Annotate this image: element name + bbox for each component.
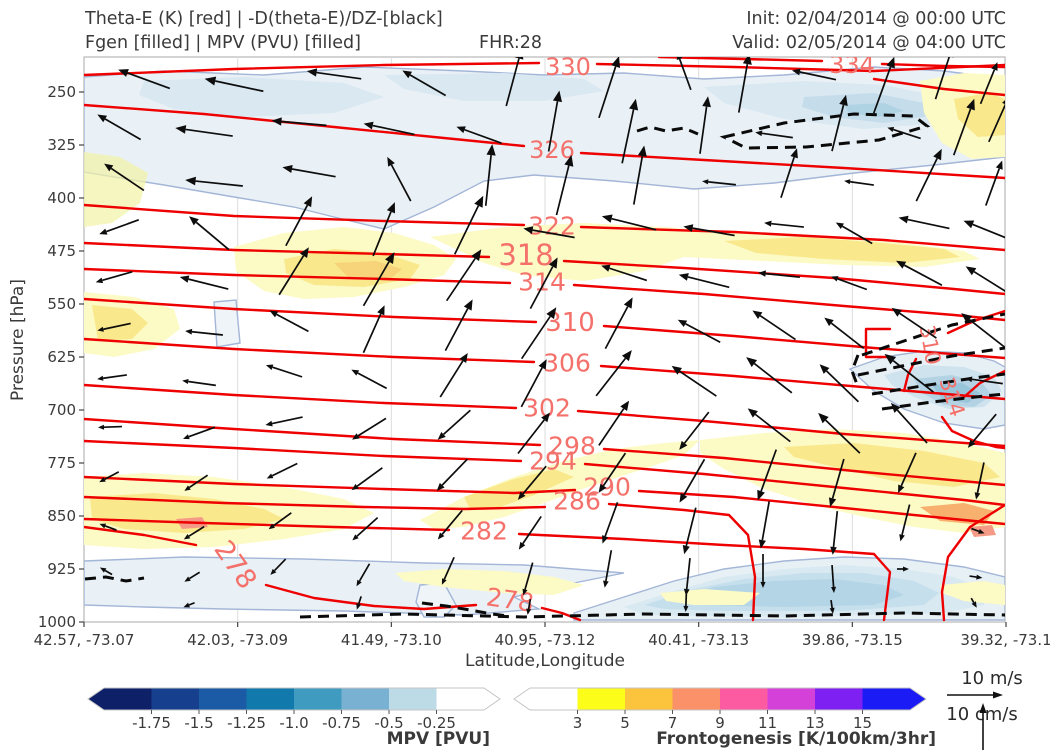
mpv-filled-regions	[84, 66, 1005, 621]
colorbar-tick-label: -0.75	[322, 714, 361, 732]
x-tick-label: 39.32, -73.1	[960, 631, 1050, 649]
svg-text:318: 318	[498, 238, 553, 272]
svg-text:282: 282	[460, 517, 508, 546]
colorbar-tick-label: -1.0	[279, 714, 308, 732]
y-axis-label: Pressure [hPa]	[8, 279, 28, 401]
svg-text:294: 294	[529, 447, 577, 476]
x-tick-label: 39.86, -73.15	[802, 631, 903, 649]
omega-ref-label: 10 cm/s	[946, 704, 1018, 725]
svg-text:326: 326	[529, 136, 575, 164]
colorbar-tick-label: 13	[805, 714, 824, 732]
cross-section-plot: 330 334 326 322 318 314 310 306 302 298 294 290 286 2…	[84, 57, 1005, 622]
forecast-hour: FHR:28	[479, 33, 543, 53]
svg-text:306: 306	[543, 349, 591, 378]
svg-text:334: 334	[829, 57, 875, 79]
y-tick-label: 700	[47, 401, 76, 419]
reference-vectors: 10 m/s 10 cm/s	[946, 668, 1023, 750]
svg-text:290: 290	[583, 473, 631, 502]
y-tick-label: 550	[47, 295, 76, 313]
fgen-filled-regions	[84, 73, 1005, 605]
cross-section-svg: 330 3343263223183143103063022982942902862…	[84, 57, 1005, 622]
y-tick-label: 625	[47, 348, 76, 366]
valid-time: Valid: 02/05/2014 @ 04:00 UTC	[732, 33, 1006, 53]
colorbar-tick-label: -1.5	[184, 714, 213, 732]
y-tick-label: 925	[47, 560, 76, 578]
svg-text:286: 286	[553, 487, 601, 516]
title-line2: Fgen [filled] | MPV (PVU) [filled]	[85, 33, 361, 53]
colorbar-tick-label: -1.25	[227, 714, 266, 732]
colorbar-tick-label: 3	[573, 714, 583, 732]
mpv-colorbar-label: MPV [PVU]	[387, 729, 490, 749]
x-tick-label: 42.57, -73.07	[34, 631, 135, 649]
x-tick-label: 41.49, -73.10	[341, 631, 442, 649]
title-line1: Theta-E (K) [red] | -D(theta-E)/DZ-[blac…	[85, 9, 443, 29]
y-tick-label: 775	[47, 454, 76, 472]
y-tick-label: 400	[47, 189, 76, 207]
colorbar-tick-label: 9	[715, 714, 725, 732]
colorbar-tick-label: 11	[758, 714, 777, 732]
colorbar-tick-label: -0.5	[374, 714, 403, 732]
colorbar-tick-label: 7	[668, 714, 678, 732]
wind-ref-label: 10 m/s	[961, 668, 1023, 689]
y-tick-label: 475	[47, 242, 76, 260]
x-tick-label: 40.95, -73.12	[495, 631, 596, 649]
x-tick-label: 42.03, -73.09	[187, 631, 288, 649]
wind-vectors	[95, 57, 1005, 615]
y-tick-label: 1000	[38, 613, 76, 631]
y-tick-label: 850	[47, 507, 76, 525]
colorbar-tick-label: 15	[853, 714, 872, 732]
y-tick-label: 250	[47, 83, 76, 101]
dthetae-dz-contours	[84, 112, 1005, 619]
colorbar-tick-label: 5	[620, 714, 630, 732]
x-axis-label: Latitude,Longitude	[465, 651, 625, 671]
svg-text:298: 298	[548, 432, 596, 461]
x-tick-label: 40.41, -73.13	[648, 631, 749, 649]
init-time: Init: 02/04/2014 @ 00:00 UTC	[746, 9, 1006, 29]
colorbar-tick-label: -0.25	[417, 714, 456, 732]
svg-text:330: 330	[545, 57, 591, 81]
fgen-colorbar-label: Frontogenesis [K/100km/3hr]	[656, 729, 936, 749]
colorbar-tick-label: -1.75	[132, 714, 171, 732]
svg-text:314: 314	[518, 268, 566, 297]
y-tick-label: 325	[47, 136, 76, 154]
